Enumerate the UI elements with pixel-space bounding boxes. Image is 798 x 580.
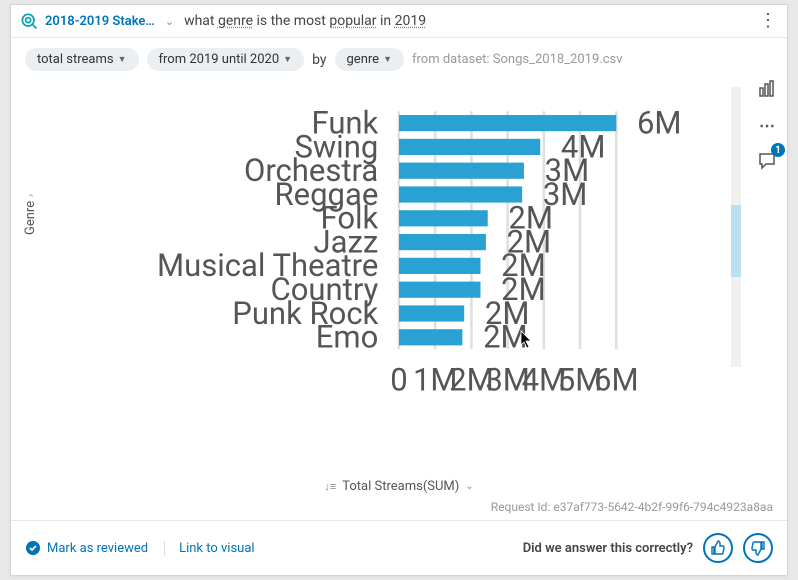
chart-scrollbar[interactable] xyxy=(731,87,741,367)
more-icon[interactable]: ⋯ xyxy=(753,111,781,139)
group-pill[interactable]: genre▼ xyxy=(335,48,404,71)
svg-text:6M: 6M xyxy=(637,104,682,141)
sort-icon[interactable]: ↓≡ xyxy=(324,480,336,493)
by-label: by xyxy=(312,52,326,68)
query-text: what genre is the most popular in 2019 xyxy=(184,13,426,29)
filter-row: total streams▼ from 2019 until 2020▼ by … xyxy=(11,38,787,75)
q-logo-icon xyxy=(19,11,39,31)
svg-text:2M: 2M xyxy=(483,319,528,356)
svg-text:Emo: Emo xyxy=(316,319,379,356)
svg-text:0: 0 xyxy=(390,362,407,399)
panel-footer: Mark as reviewed Link to visual Did we a… xyxy=(11,520,787,575)
thumbs-down-button[interactable] xyxy=(743,533,773,563)
context-name[interactable]: 2018-2019 Stake… xyxy=(45,14,155,29)
feedback-prompt: Did we answer this correctly? xyxy=(523,541,693,556)
comments-badge: 1 xyxy=(771,143,785,157)
thumbs-up-button[interactable] xyxy=(703,533,733,563)
thumbs-down-icon xyxy=(750,540,766,556)
link-to-visual-button[interactable]: Link to visual xyxy=(164,541,255,556)
svg-text:6M: 6M xyxy=(594,362,639,399)
kebab-menu-icon[interactable]: ⋮ xyxy=(759,12,777,30)
panel-header: 2018-2019 Stake… ⌄ what genre is the mos… xyxy=(11,5,787,38)
measure-pill[interactable]: total streams▼ xyxy=(25,48,139,71)
time-pill[interactable]: from 2019 until 2020▼ xyxy=(147,48,305,71)
chevron-down-icon[interactable]: ⌄ xyxy=(161,15,178,28)
request-id: Request Id: e37af773-5642-4b2f-99f6-794c… xyxy=(11,498,787,520)
thumbs-up-icon xyxy=(710,540,726,556)
bar-chart: 01M2M3M4M5M6MFunk6MSwing4MOrchestra3MReg… xyxy=(11,75,787,463)
mark-reviewed-button[interactable]: Mark as reviewed xyxy=(25,540,148,556)
dataset-label: from dataset: Songs_2018_2019.csv xyxy=(412,52,623,67)
chart-area: Genre› 01M2M3M4M5M6MFunk6MSwing4MOrchest… xyxy=(11,75,787,498)
check-circle-icon xyxy=(25,540,41,556)
bar-chart-icon[interactable] xyxy=(753,75,781,103)
side-toolbar: ⋯ 1 xyxy=(753,75,781,175)
x-axis-label[interactable]: ↓≡ Total Streams(SUM) ⌄ xyxy=(11,479,787,494)
answer-panel: 2018-2019 Stake… ⌄ what genre is the mos… xyxy=(10,4,788,576)
comments-icon[interactable]: 1 xyxy=(753,147,781,175)
scrollbar-thumb[interactable] xyxy=(731,205,741,278)
